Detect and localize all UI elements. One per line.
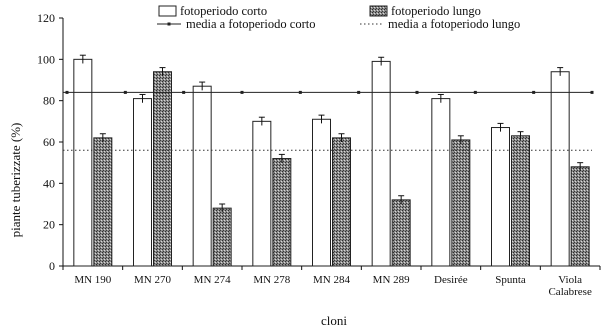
mean-marker: [590, 90, 594, 94]
y-tick-label: 100: [37, 52, 55, 66]
y-tick-label: 40: [43, 176, 55, 190]
x-tick-label: Desirée: [434, 274, 468, 286]
y-tick-label: 20: [43, 218, 55, 232]
x-tick-label: MN 190: [74, 274, 111, 286]
mean-marker: [473, 90, 477, 94]
bar-fotoperiodo-corto: [133, 98, 152, 267]
bar-fotoperiodo-corto: [73, 58, 93, 267]
legend: fotoperiodo corto fotoperiodo lungomedia …: [157, 4, 520, 31]
legend-fotoperiodo-corto-label: fotoperiodo corto: [180, 4, 267, 18]
bar-fotoperiodo-lungo: [391, 199, 411, 267]
bar-fotoperiodo-corto: [252, 120, 272, 267]
bar-fotoperiodo-lungo: [332, 137, 351, 267]
mean-marker: [298, 90, 302, 94]
x-tick-label: MN 274: [194, 274, 231, 286]
legend-fotoperiodo-lungo-label: fotoperiodo lungo: [391, 4, 481, 18]
mean-marker: [65, 90, 69, 94]
x-tick-label: Viola Calabrese: [548, 274, 591, 298]
y-tick-label: 60: [43, 135, 55, 149]
mean-marker: [240, 90, 244, 94]
legend-fotoperiodo-lungo-swatch: [369, 5, 388, 17]
axes: 0 20 40 60 80 100 120 MN 190 MN 270 MN 274 MN 278 M…: [37, 11, 601, 298]
legend-media-corto-marker: [167, 22, 171, 26]
mean-marker: [532, 90, 536, 94]
x-tick-label: Spunta: [495, 274, 526, 286]
mean-marker: [123, 90, 127, 94]
bar-fotoperiodo-lungo: [511, 135, 530, 267]
bar-fotoperiodo-lungo: [570, 166, 590, 267]
legend-fotoperiodo-corto-swatch: [158, 5, 177, 17]
y-tick-label: 120: [37, 11, 55, 25]
mean-marker: [415, 90, 419, 94]
legend-media-lungo-label: media a fotoperiodo lungo: [388, 17, 520, 31]
y-axis-title: piante tuberizzate (%): [8, 123, 23, 238]
x-axis-title: cloni: [321, 313, 347, 328]
bar-fotoperiodo-corto: [491, 127, 510, 267]
legend-media-corto-label: media a fotoperiodo corto: [186, 17, 315, 31]
bar-fotoperiodo-corto: [192, 85, 212, 267]
x-tick-label: MN 289: [373, 274, 410, 286]
x-tick-label: MN 284: [313, 274, 350, 286]
x-tick-label: MN 270: [134, 274, 171, 286]
bar-fotoperiodo-corto: [550, 71, 570, 267]
y-tick-label: 0: [49, 259, 55, 273]
bars: [73, 54, 590, 267]
bar-fotoperiodo-lungo: [451, 139, 471, 267]
y-tick-label: 80: [43, 94, 55, 108]
bar-fotoperiodo-corto: [431, 98, 451, 267]
x-tick-label: MN 278: [253, 274, 290, 286]
mean-marker: [182, 90, 186, 94]
mean-marker: [357, 90, 361, 94]
bar-fotoperiodo-lungo: [93, 137, 113, 267]
bar-fotoperiodo-lungo: [212, 207, 232, 267]
bar-fotoperiodo-lungo: [272, 158, 292, 267]
reference-lines: [63, 90, 594, 151]
bar-fotoperiodo-corto: [312, 118, 331, 267]
bar-fotoperiodo-lungo: [153, 71, 172, 267]
